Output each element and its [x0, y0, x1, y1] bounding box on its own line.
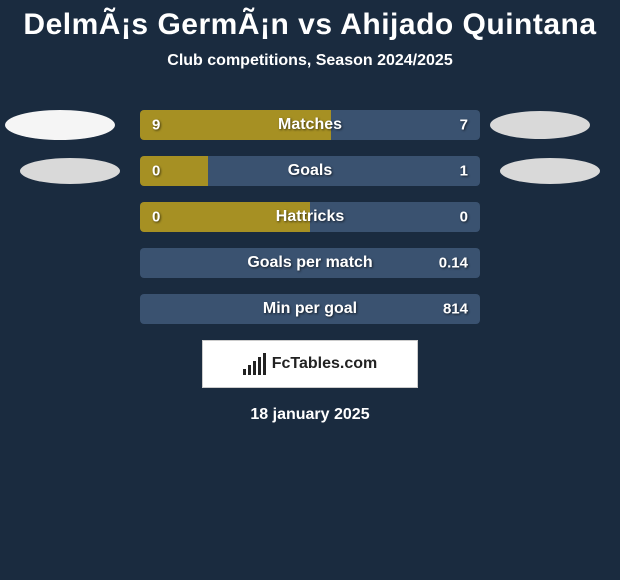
metric-label: Hattricks: [276, 208, 344, 226]
value-right: 0.14: [439, 255, 468, 272]
value-right: 814: [443, 301, 468, 318]
team-marker: [20, 158, 120, 184]
stat-row: 814 Min per goal: [0, 294, 620, 324]
team-marker: [490, 111, 590, 139]
metric-label: Matches: [278, 116, 342, 134]
value-right: 7: [460, 117, 468, 134]
metric-label: Goals per match: [247, 254, 372, 272]
logo-box: FcTables.com: [202, 340, 418, 388]
subtitle: Club competitions, Season 2024/2025: [0, 52, 620, 70]
team-marker: [5, 110, 115, 140]
stat-row: 0.14 Goals per match: [0, 248, 620, 278]
value-left: 9: [152, 117, 160, 134]
comparison-chart: 9 7 Matches 0 1 Goals 0 0 Hattricks 0.14 Goals per…: [0, 110, 620, 324]
value-left: 0: [152, 209, 160, 226]
value-right: 0: [460, 209, 468, 226]
bar-left: [140, 156, 208, 186]
date-text: 18 january 2025: [0, 406, 620, 424]
metric-label: Goals: [288, 162, 332, 180]
stat-row: 0 0 Hattricks: [0, 202, 620, 232]
bar-right: [331, 110, 480, 140]
value-right: 1: [460, 163, 468, 180]
stat-row: 9 7 Matches: [0, 110, 620, 140]
page-title: DelmÃ¡s GermÃ¡n vs Ahijado Quintana: [0, 0, 620, 42]
stat-row: 0 1 Goals: [0, 156, 620, 186]
logo-text: FcTables.com: [272, 355, 378, 373]
metric-label: Min per goal: [263, 300, 357, 318]
value-left: 0: [152, 163, 160, 180]
bar-chart-icon: [243, 353, 266, 375]
team-marker: [500, 158, 600, 184]
bar-right: [208, 156, 480, 186]
